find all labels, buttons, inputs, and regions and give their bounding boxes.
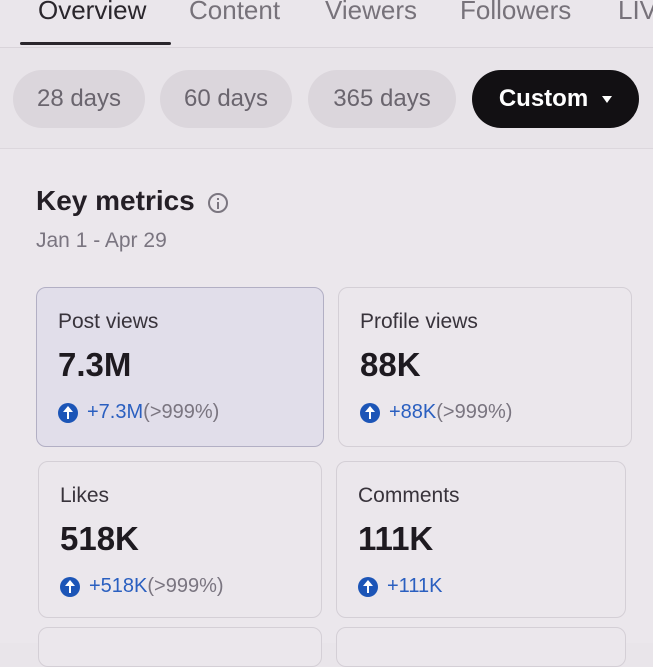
metric-change-percent: (>999%) <box>143 401 220 423</box>
metric-value: 88K <box>360 346 421 383</box>
metric-card-profile-views[interactable]: Profile views 88K +88K (>999%) <box>338 287 632 447</box>
metric-change-value: +518K <box>89 575 148 597</box>
caret-down-icon <box>602 95 613 103</box>
metrics-date-range: Jan 1 - Apr 29 <box>36 229 167 252</box>
metric-change-value: +111K <box>387 575 443 597</box>
metric-card-partial[interactable] <box>38 627 322 667</box>
range-chip-28-days[interactable]: 28 days <box>13 70 145 128</box>
metric-label: Profile views <box>360 310 478 333</box>
metric-label: Likes <box>60 484 110 507</box>
metric-change-value: +88K <box>389 401 437 423</box>
arrow-up-circle-icon <box>60 576 80 597</box>
metric-value: 7.3M <box>58 346 132 383</box>
range-chip-label: Custom <box>498 85 589 112</box>
date-range-selector: 28 days 60 days 365 days Custom <box>0 48 653 149</box>
metric-card-likes[interactable]: Likes 518K +518K (>999%) <box>38 461 322 618</box>
metric-card-comments[interactable]: Comments 111K +111K <box>336 461 626 618</box>
arrow-up-circle-icon <box>58 402 78 423</box>
range-chip-label: 60 days <box>183 85 269 112</box>
tab-content[interactable]: Content <box>189 0 281 25</box>
arrow-up-circle-icon <box>358 576 378 597</box>
tab-bar: Overview Content Viewers Followers LIV <box>0 0 653 48</box>
tab-live[interactable]: LIV <box>618 0 653 25</box>
metric-change: +7.3M (>999%) <box>58 401 219 424</box>
range-chip-label: 28 days <box>36 85 122 112</box>
metric-card-post-views[interactable]: Post views 7.3M +7.3M (>999%) <box>36 287 324 447</box>
active-tab-indicator <box>20 42 171 45</box>
tab-overview[interactable]: Overview <box>38 0 147 25</box>
metric-value: 111K <box>358 520 434 557</box>
range-chip-custom[interactable]: Custom <box>472 70 639 128</box>
metric-value: 518K <box>60 520 139 557</box>
metric-change-percent: (>999%) <box>436 401 513 423</box>
tab-viewers[interactable]: Viewers <box>325 0 418 25</box>
metric-label: Comments <box>358 484 460 507</box>
range-chip-60-days[interactable]: 60 days <box>160 70 292 128</box>
metric-card-partial[interactable] <box>336 627 626 667</box>
range-chip-365-days[interactable]: 365 days <box>308 70 456 128</box>
tab-followers[interactable]: Followers <box>460 0 572 25</box>
arrow-up-circle-icon <box>360 402 380 423</box>
key-metrics-section: Key metrics Jan 1 - Apr 29 Post views 7.… <box>0 149 653 667</box>
metric-change: +88K (>999%) <box>360 401 512 424</box>
section-title: Key metrics <box>36 185 195 216</box>
metric-label: Post views <box>58 310 159 333</box>
metric-change: +518K (>999%) <box>60 575 224 598</box>
metric-change-value: +7.3M <box>87 401 144 423</box>
metric-change-percent: (>999%) <box>147 575 224 597</box>
range-chip-label: 365 days <box>333 85 431 112</box>
metric-change: +111K <box>358 575 442 598</box>
info-icon[interactable] <box>208 193 228 213</box>
